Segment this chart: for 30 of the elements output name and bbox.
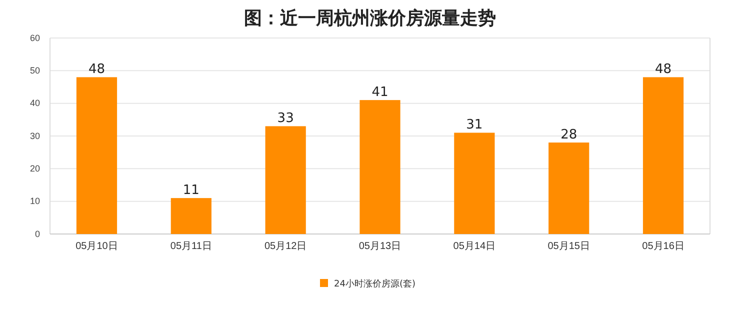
bar [642, 77, 684, 234]
data-label: 33 [277, 111, 294, 126]
x-tick-label: 05月10日 [76, 241, 118, 252]
x-tick-label: 05月12日 [264, 241, 307, 252]
x-tick-label: 05月15日 [548, 241, 590, 252]
data-label: 48 [654, 62, 672, 78]
bar [360, 100, 400, 234]
data-label: 41 [372, 85, 388, 100]
y-tick-label: 10 [30, 196, 40, 206]
y-tick-label: 60 [30, 32, 40, 43]
bar [265, 126, 306, 234]
y-tick-label: 20 [30, 164, 40, 174]
data-label: 11 [182, 183, 200, 198]
legend-label: 24小时涨价房源(套) [334, 278, 416, 290]
data-label: 48 [88, 62, 106, 78]
data-label: 31 [466, 118, 483, 133]
chart-title: 图：近一周杭州涨价房源量走势 [244, 8, 496, 29]
data-label: 28 [560, 128, 578, 143]
y-tick-label: 40 [30, 98, 40, 108]
x-tick-label: 05月14日 [453, 241, 496, 252]
y-tick-label: 30 [30, 130, 40, 141]
bar [76, 77, 118, 234]
y-tick-label: 0 [34, 228, 40, 239]
y-tick-label: 50 [30, 66, 40, 76]
bar [454, 132, 495, 234]
bar [170, 198, 212, 234]
bar [548, 142, 590, 234]
x-tick-label: 05月16日 [642, 241, 684, 252]
x-tick-label: 05月11日 [170, 241, 212, 252]
x-tick-label: 05月13日 [358, 241, 402, 252]
